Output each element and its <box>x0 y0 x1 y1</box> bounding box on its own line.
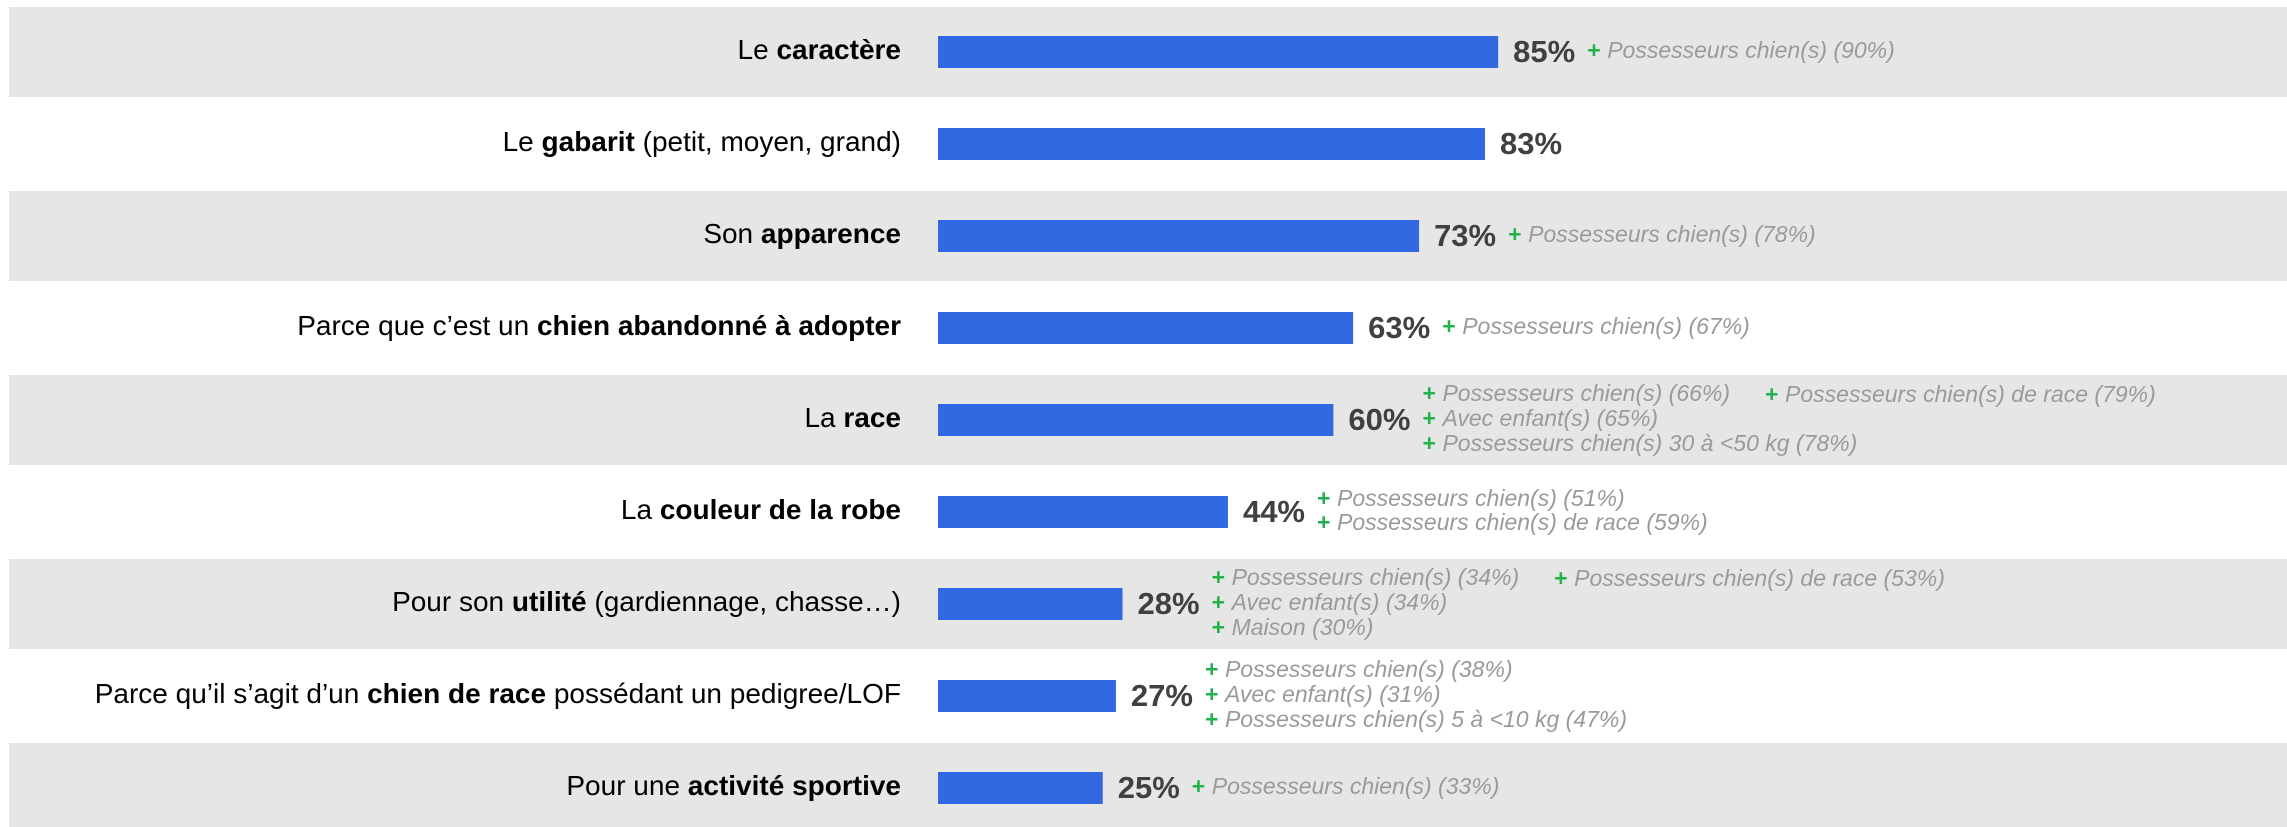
value-label: 28% <box>1138 586 1200 621</box>
note-marker: + <box>1212 564 1225 590</box>
note-marker: + <box>1317 485 1330 511</box>
category-label: Le gabarit (petit, moyen, grand) <box>503 126 901 157</box>
value-label: 44% <box>1243 494 1305 529</box>
category-label: Pour son utilité (gardiennage, chasse…) <box>392 586 901 617</box>
category-label-part: Pour une <box>566 770 687 801</box>
category-label-part: (petit, moyen, grand) <box>635 126 901 157</box>
category-label-part: possédant un pedigree/LOF <box>546 678 901 709</box>
category-label: Parce que c’est un chien abandonné à ado… <box>297 310 901 341</box>
note: Possesseurs chien(s) (90%) <box>1607 37 1895 63</box>
note: Possesseurs chien(s) (66%) <box>1442 380 1730 406</box>
row-band <box>9 559 2287 649</box>
category-label-part: Pour son <box>392 586 512 617</box>
category-label: La race <box>804 402 901 433</box>
note-marker: + <box>1587 37 1600 63</box>
category-label-part: race <box>843 402 901 433</box>
note-marker: + <box>1212 614 1225 640</box>
category-label-part: gabarit <box>542 126 635 157</box>
category-label: Son apparence <box>703 218 901 249</box>
category-label: Pour une activité sportive <box>566 770 901 801</box>
note: Possesseurs chien(s) de race (79%) <box>1785 381 2156 407</box>
value-label: 25% <box>1118 770 1180 805</box>
note-marker: + <box>1508 221 1521 247</box>
note: Possesseurs chien(s) de race (53%) <box>1574 565 1945 591</box>
bar <box>938 128 1485 160</box>
note-marker: + <box>1205 656 1218 682</box>
note: Avec enfant(s) (65%) <box>1440 405 1658 431</box>
category-label-part: La <box>621 494 660 525</box>
note: Possesseurs chien(s) (34%) <box>1232 564 1520 590</box>
category-label-part: activité sportive <box>688 770 901 801</box>
note-marker: + <box>1442 313 1455 339</box>
category-label-part: utilité <box>512 586 587 617</box>
note: Maison (30%) <box>1232 614 1374 640</box>
note: Possesseurs chien(s) 5 à <10 kg (47%) <box>1225 706 1627 732</box>
note-marker: + <box>1422 405 1435 431</box>
row-band <box>9 743 2287 827</box>
note-marker: + <box>1422 430 1435 456</box>
category-label-part: (gardiennage, chasse…) <box>587 586 901 617</box>
category-label-part: Parce qu’il s’agit d’un <box>95 678 367 709</box>
note-marker: + <box>1554 565 1567 591</box>
note-marker: + <box>1212 589 1225 615</box>
bar <box>938 588 1123 620</box>
note-marker: + <box>1422 380 1435 406</box>
value-label: 83% <box>1500 126 1562 161</box>
bar <box>938 680 1116 712</box>
category-label: Le caractère <box>738 34 902 65</box>
bar <box>938 496 1228 528</box>
note: Possesseurs chien(s) de race (59%) <box>1337 509 1708 535</box>
value-label: 27% <box>1131 678 1193 713</box>
category-label-part: Parce que c’est un <box>297 310 537 341</box>
category-label-part: Le <box>503 126 542 157</box>
value-label: 63% <box>1368 310 1430 345</box>
note: Possesseurs chien(s) (67%) <box>1462 313 1750 339</box>
category-label-part: couleur de la robe <box>660 494 901 525</box>
note-marker: + <box>1765 381 1778 407</box>
value-label: 85% <box>1513 34 1575 69</box>
value-label: 73% <box>1434 218 1496 253</box>
category-label: La couleur de la robe <box>621 494 901 525</box>
bar <box>938 772 1103 804</box>
note: Possesseurs chien(s) (33%) <box>1212 773 1500 799</box>
note-marker: + <box>1192 773 1205 799</box>
category-label: Parce qu’il s’agit d’un chien de race po… <box>95 678 901 709</box>
note: Possesseurs chien(s) (51%) <box>1337 485 1625 511</box>
bar <box>938 36 1499 68</box>
category-label-part: caractère <box>776 34 901 65</box>
category-label-part: La <box>804 402 843 433</box>
category-label-part: apparence <box>761 218 901 249</box>
bar <box>938 220 1420 252</box>
category-label-part: chien abandonné à adopter <box>537 310 901 341</box>
note-marker: + <box>1317 509 1330 535</box>
note: Possesseurs chien(s) (78%) <box>1528 221 1816 247</box>
note: Possesseurs chien(s) 30 à <50 kg (78%) <box>1442 430 1857 456</box>
category-label-part: Son <box>703 218 761 249</box>
note: Avec enfant(s) (31%) <box>1223 681 1441 707</box>
note: Possesseurs chien(s) (38%) <box>1225 656 1513 682</box>
bar <box>938 404 1334 436</box>
note-marker: + <box>1205 681 1218 707</box>
note: Avec enfant(s) (34%) <box>1230 589 1448 615</box>
note-marker: + <box>1205 706 1218 732</box>
bar <box>938 312 1354 344</box>
value-label: 60% <box>1348 402 1410 437</box>
category-label-part: Le <box>738 34 777 65</box>
category-label-part: chien de race <box>367 678 546 709</box>
